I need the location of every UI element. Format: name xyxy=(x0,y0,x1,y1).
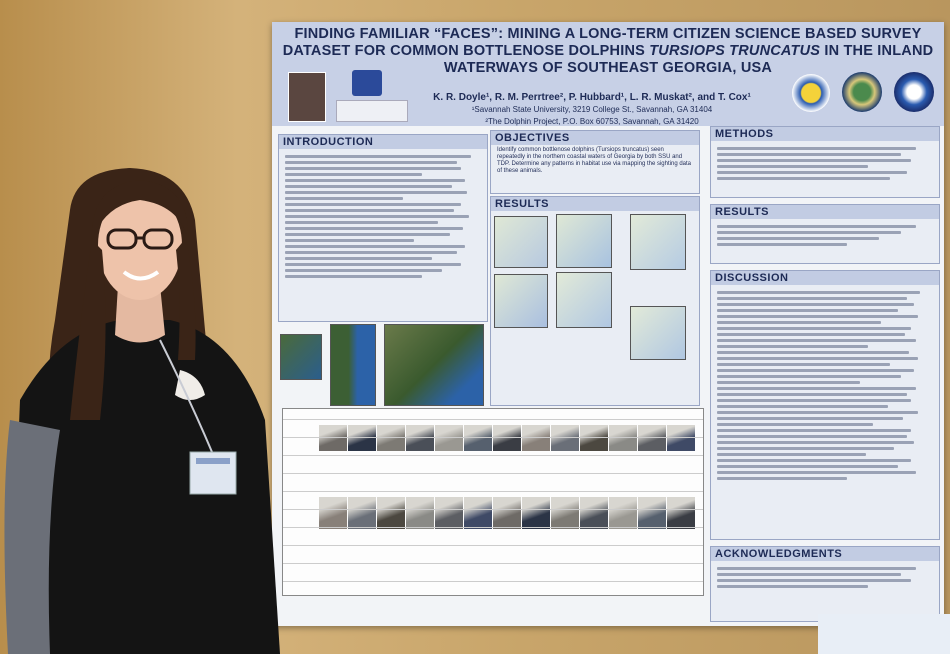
fin-photo xyxy=(609,425,637,451)
fin-photo xyxy=(348,497,376,529)
poster-banner: FINDING FAMILIAR “FACES”: MINING A LONG-… xyxy=(272,22,944,126)
affiliation-2: ²The Dolphin Project, P.O. Box 60753, Sa… xyxy=(485,117,699,126)
result-map-6 xyxy=(630,306,686,360)
acknowledgments-section: ACKNOWLEDGMENTS xyxy=(710,546,940,622)
result-map-4 xyxy=(494,274,548,328)
inset-map-3 xyxy=(384,324,484,406)
fin-photo xyxy=(493,497,521,529)
ssu-logo xyxy=(352,70,382,96)
introduction-section: INTRODUCTION xyxy=(278,134,488,322)
poster-title: FINDING FAMILIAR “FACES”: MINING A LONG-… xyxy=(272,26,944,77)
fin-photo xyxy=(319,425,347,451)
fin-photo xyxy=(522,425,550,451)
fin-photo xyxy=(667,425,695,451)
agency-logo xyxy=(894,72,934,112)
fin-photo xyxy=(493,425,521,451)
introduction-text xyxy=(279,149,487,284)
person-presenter xyxy=(4,168,280,654)
table-rule xyxy=(283,527,703,528)
fin-photo xyxy=(464,497,492,529)
fin-photo xyxy=(435,425,463,451)
objectives-text: Identify common bottlenose dolphins (Tur… xyxy=(497,147,692,174)
results-left-heading: RESULTS xyxy=(491,197,699,211)
result-map-1 xyxy=(494,216,548,268)
fin-photo xyxy=(377,425,405,451)
fin-photo xyxy=(638,425,666,451)
foreground-table xyxy=(818,614,950,654)
acknowledgments-heading: ACKNOWLEDGMENTS xyxy=(711,547,939,561)
affiliation-1: ¹Savannah State University, 3219 College… xyxy=(471,105,713,114)
results-right-heading: RESULTS xyxy=(711,205,939,219)
fin-photo xyxy=(406,425,434,451)
table-rule xyxy=(283,419,703,420)
table-rule xyxy=(283,563,703,564)
fin-photo xyxy=(609,497,637,529)
title-line-3: WATERWAYS OF SOUTHEAST GEORGIA, USA xyxy=(443,60,773,76)
table-rule xyxy=(283,437,703,438)
table-rule xyxy=(283,545,703,546)
table-rule xyxy=(283,509,703,510)
result-map-2 xyxy=(556,214,612,268)
fin-photo xyxy=(580,425,608,451)
result-map-5 xyxy=(556,272,612,328)
introduction-heading: INTRODUCTION xyxy=(279,135,487,149)
fin-photo xyxy=(406,497,434,529)
discussion-section: DISCUSSION xyxy=(710,270,940,540)
discussion-heading: DISCUSSION xyxy=(711,271,939,285)
fin-photo xyxy=(667,497,695,529)
fin-photo xyxy=(580,497,608,529)
fin-photo xyxy=(522,497,550,529)
objectives-heading: OBJECTIVES xyxy=(491,131,699,145)
authors-line: K. R. Doyle¹, R. M. Perrtree², P. Hubbar… xyxy=(433,92,751,103)
result-map-3 xyxy=(630,214,686,270)
author-block: K. R. Doyle¹, R. M. Perrtree², P. Hubbar… xyxy=(392,92,792,128)
noaa-logo xyxy=(792,74,830,112)
fin-photo xyxy=(377,497,405,529)
fin-photo xyxy=(348,425,376,451)
table-rule xyxy=(283,455,703,456)
title-line-2: DATASET FOR COMMON BOTTLENOSE DOLPHINS T… xyxy=(282,43,934,59)
fin-photo xyxy=(435,497,463,529)
fin-photo xyxy=(319,497,347,529)
dolphin-project-logo xyxy=(336,100,408,122)
objectives-section: OBJECTIVES Identify common bottlenose do… xyxy=(490,130,700,194)
research-poster: FINDING FAMILIAR “FACES”: MINING A LONG-… xyxy=(272,22,944,626)
table-rule xyxy=(283,473,703,474)
table-rule xyxy=(283,581,703,582)
fin-photo xyxy=(551,497,579,529)
fin-photo xyxy=(464,425,492,451)
seal-logo xyxy=(842,72,882,112)
inset-map-2 xyxy=(330,324,376,406)
fin-photo xyxy=(551,425,579,451)
title-line-1: FINDING FAMILIAR “FACES”: MINING A LONG-… xyxy=(294,26,922,42)
results-right-section: RESULTS xyxy=(710,204,940,264)
table-rule xyxy=(283,491,703,492)
methods-heading: METHODS xyxy=(711,127,939,141)
fin-photo xyxy=(638,497,666,529)
inset-map-1 xyxy=(280,334,322,380)
methods-section: METHODS xyxy=(710,126,940,198)
fin-photo-table xyxy=(282,408,704,596)
author-photo xyxy=(288,72,326,122)
